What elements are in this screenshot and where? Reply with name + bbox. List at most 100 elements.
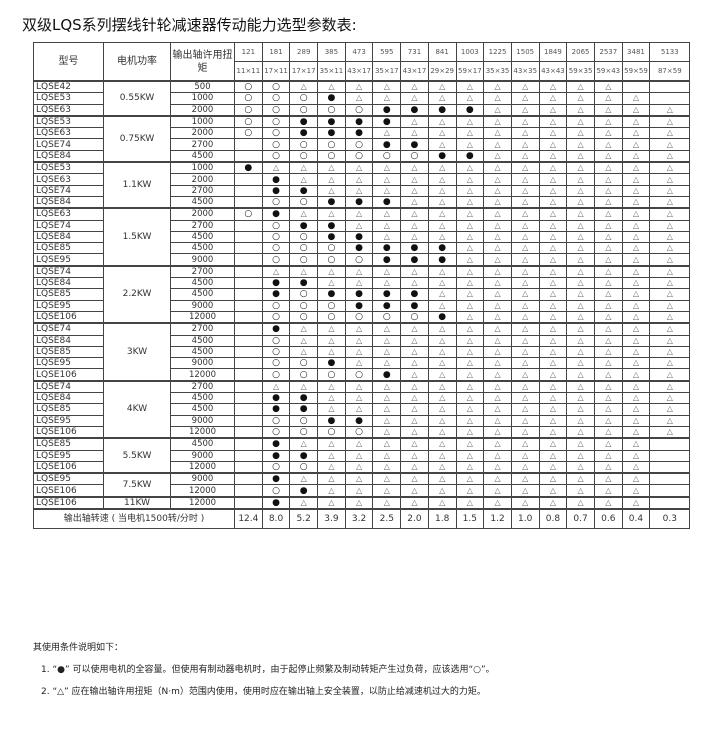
open-circle-icon: ○: [400, 310, 429, 324]
triangle-icon: △: [344, 449, 374, 462]
triangle-icon: △: [510, 460, 540, 474]
triangle-icon: △: [649, 230, 691, 244]
triangle-icon: △: [538, 92, 568, 105]
triangle-icon: △: [649, 277, 691, 290]
triangle-icon: △: [593, 80, 623, 94]
torque-cell: 1000: [170, 161, 235, 175]
open-circle-icon: ○: [261, 80, 291, 94]
empty-cell: [234, 345, 263, 359]
triangle-icon: △: [427, 403, 457, 416]
triangle-icon: △: [400, 484, 429, 498]
header-size: 59×35: [566, 61, 595, 82]
triangle-icon: △: [621, 472, 651, 486]
filled-circle-icon: ●: [289, 219, 319, 232]
torque-cell: 2700: [170, 138, 235, 151]
triangle-icon: △: [483, 449, 512, 462]
page-title: 双级LQS系列摆线针轮减速器传动能力选型参数表:: [22, 16, 357, 34]
triangle-icon: △: [483, 345, 512, 359]
filled-circle-icon: ●: [289, 114, 319, 129]
triangle-icon: △: [455, 114, 485, 129]
triangle-icon: △: [566, 138, 595, 151]
triangle-icon: △: [455, 345, 485, 359]
torque-cell: 12000: [170, 460, 235, 474]
triangle-icon: △: [566, 264, 595, 279]
triangle-icon: △: [566, 127, 595, 140]
triangle-icon: △: [593, 437, 623, 451]
filled-circle-icon: ●: [317, 230, 346, 244]
table-row: LQSE106 12000 ○ ○ △ △ △ △ △ △ △ △ △ △ △ △: [33, 460, 691, 474]
filled-circle-icon: ●: [344, 230, 374, 244]
triangle-icon: △: [649, 403, 691, 416]
header-ratio: 1505: [510, 42, 540, 62]
empty-cell: [621, 80, 651, 94]
triangle-icon: △: [427, 472, 457, 486]
triangle-icon: △: [649, 184, 691, 197]
filled-circle-icon: ●: [317, 357, 346, 370]
triangle-icon: △: [621, 127, 651, 140]
empty-cell: [234, 334, 263, 347]
power-cell: 11KW: [103, 495, 171, 510]
triangle-icon: △: [510, 310, 540, 324]
triangle-icon: △: [483, 403, 512, 416]
model-cell: LQSE42: [33, 80, 104, 94]
triangle-icon: △: [566, 195, 595, 209]
table-row: LQSE84 4500 ○ ○ ● ● △ △ △ △ △ △ △ △ △ △ △: [33, 230, 691, 244]
triangle-icon: △: [427, 484, 457, 498]
speed-value: 12.4: [234, 508, 263, 529]
triangle-icon: △: [593, 368, 623, 382]
triangle-icon: △: [621, 299, 651, 312]
empty-cell: [234, 472, 263, 486]
triangle-icon: △: [483, 161, 512, 175]
triangle-icon: △: [538, 207, 568, 221]
open-circle-icon: ○: [234, 127, 263, 140]
filled-circle-icon: ●: [261, 288, 291, 301]
open-circle-icon: ○: [261, 92, 291, 105]
table-row: LQSE84 4500 ● ● △ △ △ △ △ △ △ △ △ △ △ △ △: [33, 392, 691, 405]
triangle-icon: △: [538, 138, 568, 151]
triangle-icon: △: [593, 460, 623, 474]
filled-circle-icon: ●: [455, 149, 485, 163]
model-cell: LQSE95: [33, 357, 104, 370]
header-ratio: 289: [289, 42, 319, 62]
open-circle-icon: ○: [317, 425, 346, 439]
header-ratio: 385: [317, 42, 346, 62]
table-row: LQSE95 9000 ○ ○ ● ● △ △ △ △ △ △ △ △ △ △ △: [33, 414, 691, 427]
open-circle-icon: ○: [344, 310, 374, 324]
triangle-icon: △: [427, 277, 457, 290]
triangle-icon: △: [317, 161, 346, 175]
filled-circle-icon: ●: [427, 310, 457, 324]
triangle-icon: △: [649, 207, 691, 221]
open-circle-icon: ○: [344, 103, 374, 117]
open-circle-icon: ○: [344, 138, 374, 151]
filled-circle-icon: ●: [261, 403, 291, 416]
table-row: LQSE63 2000 ○ ○ ○ ○ ○ ● ● ● ● △ △ △ △ △ △ △: [33, 103, 691, 117]
empty-cell: [234, 173, 263, 186]
header-size: 35×35: [483, 61, 512, 82]
triangle-icon: △: [427, 161, 457, 175]
open-circle-icon: ○: [261, 310, 291, 324]
filled-circle-icon: ●: [317, 288, 346, 301]
filled-circle-icon: ●: [234, 161, 263, 175]
filled-circle-icon: ●: [400, 299, 429, 312]
table-row: LQSE85 5.5KW 4500 ● △ △ △ △ △ △ △ △ △ △ △ △ △: [33, 437, 691, 474]
speed-value: 3.9: [317, 508, 346, 529]
model-cell: LQSE84: [33, 334, 104, 347]
triangle-icon: △: [483, 414, 512, 427]
table-row: LQSE106 12000 ○ ● △ △ △ △ △ △ △ △ △ △ △ △: [33, 484, 691, 498]
triangle-icon: △: [372, 219, 402, 232]
filled-circle-icon: ●: [344, 299, 374, 312]
triangle-icon: △: [538, 368, 568, 382]
triangle-icon: △: [538, 392, 568, 405]
triangle-icon: △: [593, 138, 623, 151]
torque-cell: 4500: [170, 334, 235, 347]
triangle-icon: △: [289, 379, 319, 394]
triangle-icon: △: [566, 460, 595, 474]
filled-circle-icon: ●: [317, 92, 346, 105]
triangle-icon: △: [621, 334, 651, 347]
open-circle-icon: ○: [289, 414, 319, 427]
torque-cell: 2700: [170, 264, 235, 279]
filled-circle-icon: ●: [427, 149, 457, 163]
open-circle-icon: ○: [261, 138, 291, 151]
triangle-icon: △: [344, 207, 374, 221]
triangle-icon: △: [593, 288, 623, 301]
